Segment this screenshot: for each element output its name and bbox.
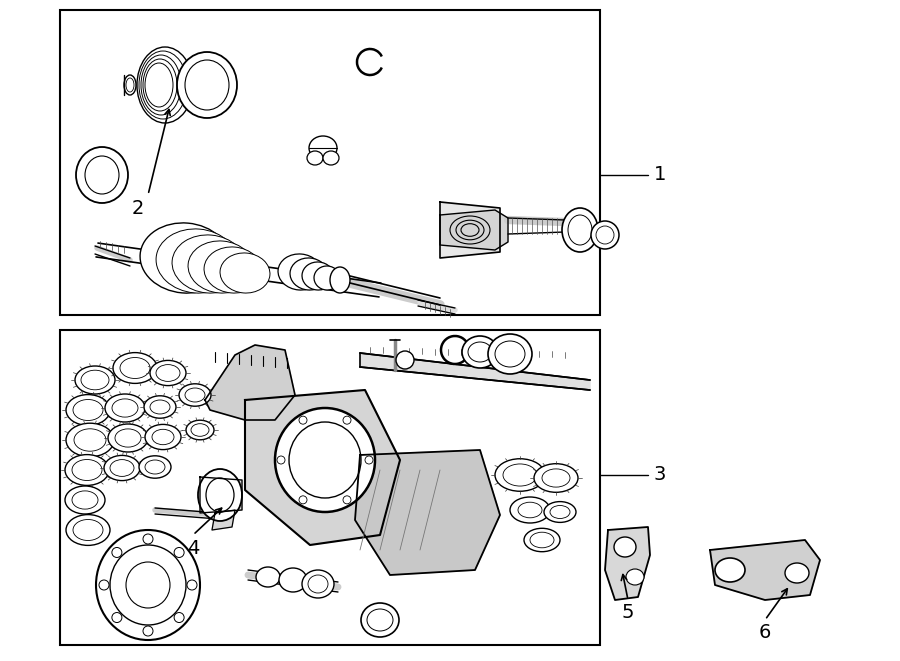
Ellipse shape [562,208,598,252]
Ellipse shape [626,569,644,585]
Polygon shape [245,390,400,545]
Text: 2: 2 [131,198,144,217]
Ellipse shape [715,558,745,582]
Ellipse shape [156,229,238,293]
Ellipse shape [614,537,636,557]
Ellipse shape [113,352,157,383]
Ellipse shape [144,396,176,418]
Ellipse shape [96,530,200,640]
Ellipse shape [220,253,270,293]
Ellipse shape [534,464,578,492]
Polygon shape [710,540,820,600]
Ellipse shape [307,151,323,165]
Ellipse shape [104,455,140,481]
Ellipse shape [66,423,114,457]
Ellipse shape [275,408,375,512]
Ellipse shape [105,394,145,422]
Ellipse shape [279,568,307,592]
Ellipse shape [462,336,498,368]
Ellipse shape [591,221,619,249]
Ellipse shape [75,366,115,394]
Text: 5: 5 [622,602,634,621]
Ellipse shape [278,254,322,290]
Ellipse shape [290,258,328,290]
Bar [60,330,600,645]
Ellipse shape [302,262,334,290]
Ellipse shape [198,469,242,521]
Ellipse shape [309,136,337,160]
Ellipse shape [140,223,230,293]
Polygon shape [360,353,590,390]
Ellipse shape [186,420,214,440]
Ellipse shape [76,147,128,203]
Ellipse shape [361,603,399,637]
Ellipse shape [302,570,334,598]
Ellipse shape [150,360,186,385]
Text: 6: 6 [759,623,771,642]
Ellipse shape [65,486,105,514]
Ellipse shape [139,456,171,478]
Ellipse shape [172,235,246,293]
Ellipse shape [488,334,532,374]
Text: 1: 1 [653,165,666,184]
Polygon shape [440,210,508,250]
Ellipse shape [510,497,550,523]
Polygon shape [355,450,500,575]
Ellipse shape [179,384,211,407]
Polygon shape [440,202,500,258]
Polygon shape [605,527,650,600]
Ellipse shape [204,247,262,293]
Ellipse shape [323,151,339,165]
Ellipse shape [124,75,136,95]
Ellipse shape [188,241,254,293]
Ellipse shape [544,502,576,522]
Text: 3: 3 [653,465,666,485]
Polygon shape [212,510,235,530]
Ellipse shape [145,424,181,449]
Polygon shape [200,477,242,513]
Ellipse shape [66,395,110,426]
Bar [60,10,600,315]
Ellipse shape [66,515,110,545]
Ellipse shape [314,266,340,290]
Ellipse shape [524,528,560,552]
Ellipse shape [108,424,148,452]
Polygon shape [205,345,295,420]
Text: 4: 4 [187,539,199,557]
Ellipse shape [495,459,545,491]
Ellipse shape [137,47,193,123]
Ellipse shape [330,267,350,293]
Ellipse shape [396,351,414,369]
Ellipse shape [785,563,809,583]
Ellipse shape [256,567,280,587]
Ellipse shape [177,52,237,118]
Ellipse shape [65,455,109,485]
